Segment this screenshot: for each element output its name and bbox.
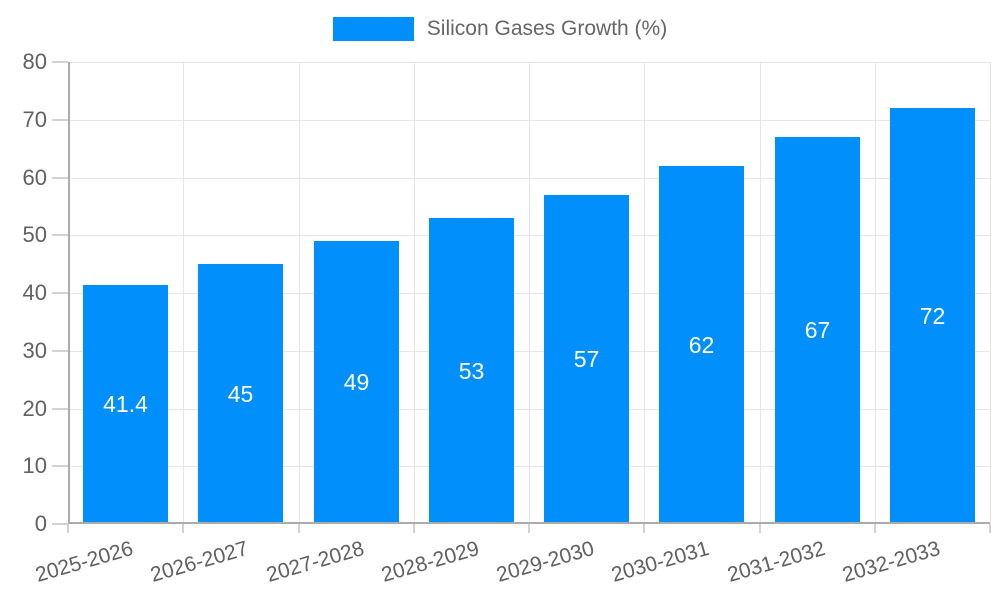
x-axis-label: 2027-2028: [263, 537, 367, 587]
bar-2026-2027[interactable]: 45: [198, 264, 283, 524]
y-axis-label: 80: [22, 49, 47, 74]
y-axis-tick: [52, 408, 68, 410]
legend[interactable]: Silicon Gases Growth (%): [0, 17, 1000, 41]
x-axis-tick: [759, 524, 761, 533]
y-axis-label: 10: [22, 453, 47, 478]
x-axis-label: 2025-2026: [33, 537, 136, 587]
bar-value-label: 72: [919, 302, 946, 329]
vertical-gridline: [529, 62, 530, 524]
y-axis-tick: [52, 350, 68, 352]
vertical-gridline: [644, 62, 645, 524]
legend-label: Silicon Gases Growth (%): [426, 17, 668, 40]
y-axis-label: 50: [22, 222, 47, 247]
bar-2028-2029[interactable]: 53: [429, 218, 514, 524]
y-axis-tick: [52, 292, 68, 294]
y-axis-tick: [52, 465, 68, 467]
vertical-gridline: [875, 62, 876, 524]
y-axis-tick: [52, 177, 68, 179]
y-axis-tick: [52, 523, 68, 525]
bar-value-label: 45: [227, 380, 254, 407]
bar-2031-2032[interactable]: 67: [775, 137, 860, 524]
bar-value-label: 67: [804, 317, 831, 343]
x-axis-label: 2032-2033: [839, 537, 943, 587]
x-axis-tick: [643, 524, 645, 533]
y-axis-label: 40: [22, 280, 47, 305]
legend-swatch[interactable]: [332, 17, 414, 41]
bar-2030-2031[interactable]: 62: [659, 166, 744, 524]
y-axis-tick: [52, 234, 68, 236]
bar-value-label: 57: [573, 346, 600, 372]
y-axis-tick: [52, 119, 68, 121]
y-axis-label: 60: [22, 165, 47, 190]
bar-value-label: 41.4: [103, 391, 148, 417]
vertical-gridline: [299, 62, 300, 524]
y-axis-label: 20: [22, 396, 47, 421]
x-axis-label: 2026-2027: [148, 537, 252, 587]
y-axis-label: 0: [34, 511, 47, 536]
bar-value-label: 62: [688, 331, 715, 358]
bar-2032-2033[interactable]: 72: [890, 108, 975, 524]
bar-2029-2030[interactable]: 57: [544, 195, 629, 524]
x-axis-label: 2029-2030: [494, 537, 597, 587]
bar-2027-2028[interactable]: 49: [314, 241, 399, 524]
y-axis-label: 30: [22, 338, 47, 363]
x-axis-tick: [989, 524, 991, 533]
x-axis-tick: [874, 524, 876, 533]
bar-value-label: 49: [343, 369, 370, 395]
vertical-gridline: [183, 62, 184, 524]
y-axis-tick: [52, 61, 68, 63]
vertical-gridline: [414, 62, 415, 524]
vertical-gridline: [760, 62, 761, 524]
x-axis-tick: [182, 524, 184, 533]
x-axis-label: 2028-2029: [378, 537, 482, 587]
bar-value-label: 53: [458, 357, 485, 384]
x-axis-tick: [528, 524, 530, 533]
vertical-gridline: [990, 62, 991, 524]
y-axis-label: 70: [22, 107, 47, 132]
x-axis-tick: [67, 524, 69, 533]
bar-2025-2026[interactable]: 41.4: [83, 285, 168, 524]
x-axis-tick: [298, 524, 300, 533]
x-axis-label: 2031-2032: [724, 537, 828, 587]
x-axis-tick: [413, 524, 415, 533]
x-axis-label: 2030-2031: [609, 537, 713, 587]
